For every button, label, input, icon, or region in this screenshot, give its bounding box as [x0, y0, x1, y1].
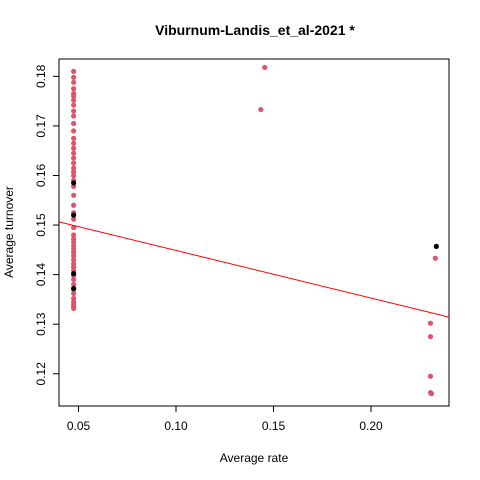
trend-line [58, 221, 450, 318]
data-point [71, 93, 77, 99]
x-tick-label: 0.05 [67, 419, 91, 433]
data-point [71, 155, 77, 161]
y-tick-label: 0.17 [34, 114, 48, 138]
y-tick-label: 0.15 [34, 213, 48, 237]
data-point [71, 192, 77, 198]
chart-title: Viburnum-Landis_et_al-2021 * [155, 22, 355, 38]
data-point [71, 135, 77, 141]
x-tick-label: 0.20 [359, 419, 383, 433]
y-tick-label: 0.14 [34, 263, 48, 287]
data-point [71, 120, 77, 127]
data-point [71, 290, 77, 297]
y-axis-label: Average turnover [2, 186, 16, 278]
data-point [427, 373, 434, 379]
data-point [71, 276, 77, 283]
data-point [71, 257, 77, 263]
data-point [71, 145, 77, 151]
data-points [71, 64, 439, 397]
data-point [71, 285, 77, 292]
data-point [71, 97, 77, 103]
data-point [71, 102, 77, 108]
y-tick-label: 0.12 [34, 362, 48, 386]
data-point [71, 305, 77, 311]
data-point [71, 253, 77, 259]
data-point [262, 64, 268, 71]
data-point [71, 150, 77, 156]
data-point [71, 212, 77, 218]
data-point [71, 108, 77, 114]
data-point [71, 160, 77, 166]
data-point [71, 74, 77, 80]
y-tick-label: 0.13 [34, 312, 48, 336]
data-point [71, 86, 77, 92]
data-point [71, 79, 77, 85]
x-tick-label: 0.10 [164, 419, 188, 433]
data-point [71, 172, 77, 179]
data-point [427, 334, 434, 340]
x-axis-label: Average rate [220, 451, 289, 465]
data-point [71, 165, 77, 171]
data-point [71, 232, 77, 238]
data-point [71, 140, 77, 146]
data-point [71, 281, 77, 288]
data-point [428, 391, 435, 397]
y-tick-label: 0.16 [34, 163, 48, 187]
x-axis: 0.05 0.10 0.15 0.20 [67, 405, 383, 433]
data-point [432, 255, 438, 261]
data-point [71, 202, 77, 208]
x-tick-label: 0.15 [262, 419, 286, 433]
data-point [71, 128, 77, 134]
plot-frame [58, 58, 450, 407]
data-point [258, 106, 264, 113]
data-point [71, 180, 77, 186]
data-point [71, 216, 77, 222]
y-axis: 0.12 0.13 0.14 0.15 0.16 0.17 0.18 [34, 64, 60, 386]
data-point [71, 271, 77, 277]
data-point [71, 113, 77, 119]
y-tick-label: 0.18 [34, 64, 48, 88]
data-point [427, 320, 434, 326]
data-point [71, 68, 77, 74]
data-point [433, 243, 439, 249]
